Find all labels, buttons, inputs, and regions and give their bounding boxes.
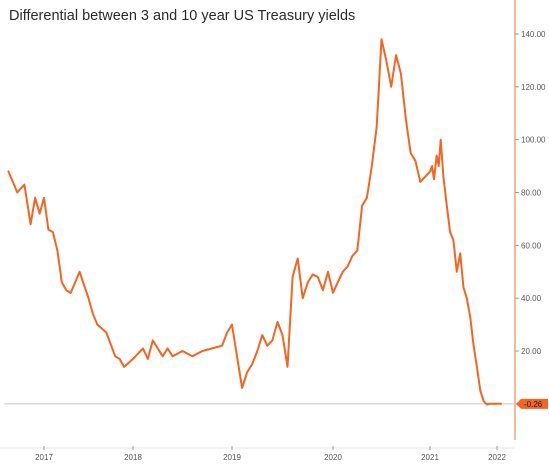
last-value-badge <box>516 398 548 409</box>
y-tick-label: 80.00 <box>521 189 542 198</box>
x-tick-label: 2021 <box>421 453 439 462</box>
series-line <box>7 38 502 406</box>
last-value-label: -0.26 <box>524 400 543 409</box>
x-tick-label: 2019 <box>223 453 241 462</box>
x-tick-label: 2017 <box>35 453 53 462</box>
chart-title: Differential between 3 and 10 year US Tr… <box>9 8 356 24</box>
y-tick-label: 100.00 <box>521 136 546 145</box>
y-tick-label: 20.00 <box>521 347 542 356</box>
y-tick-label: 60.00 <box>521 241 542 250</box>
y-tick-label: 40.00 <box>521 294 542 303</box>
x-tick-label: 2020 <box>324 453 342 462</box>
x-tick-label: 2022 <box>488 453 506 462</box>
y-tick-label: 120.00 <box>521 83 546 92</box>
x-tick-label: 2018 <box>124 453 142 462</box>
y-tick-label: 140.00 <box>521 30 546 39</box>
